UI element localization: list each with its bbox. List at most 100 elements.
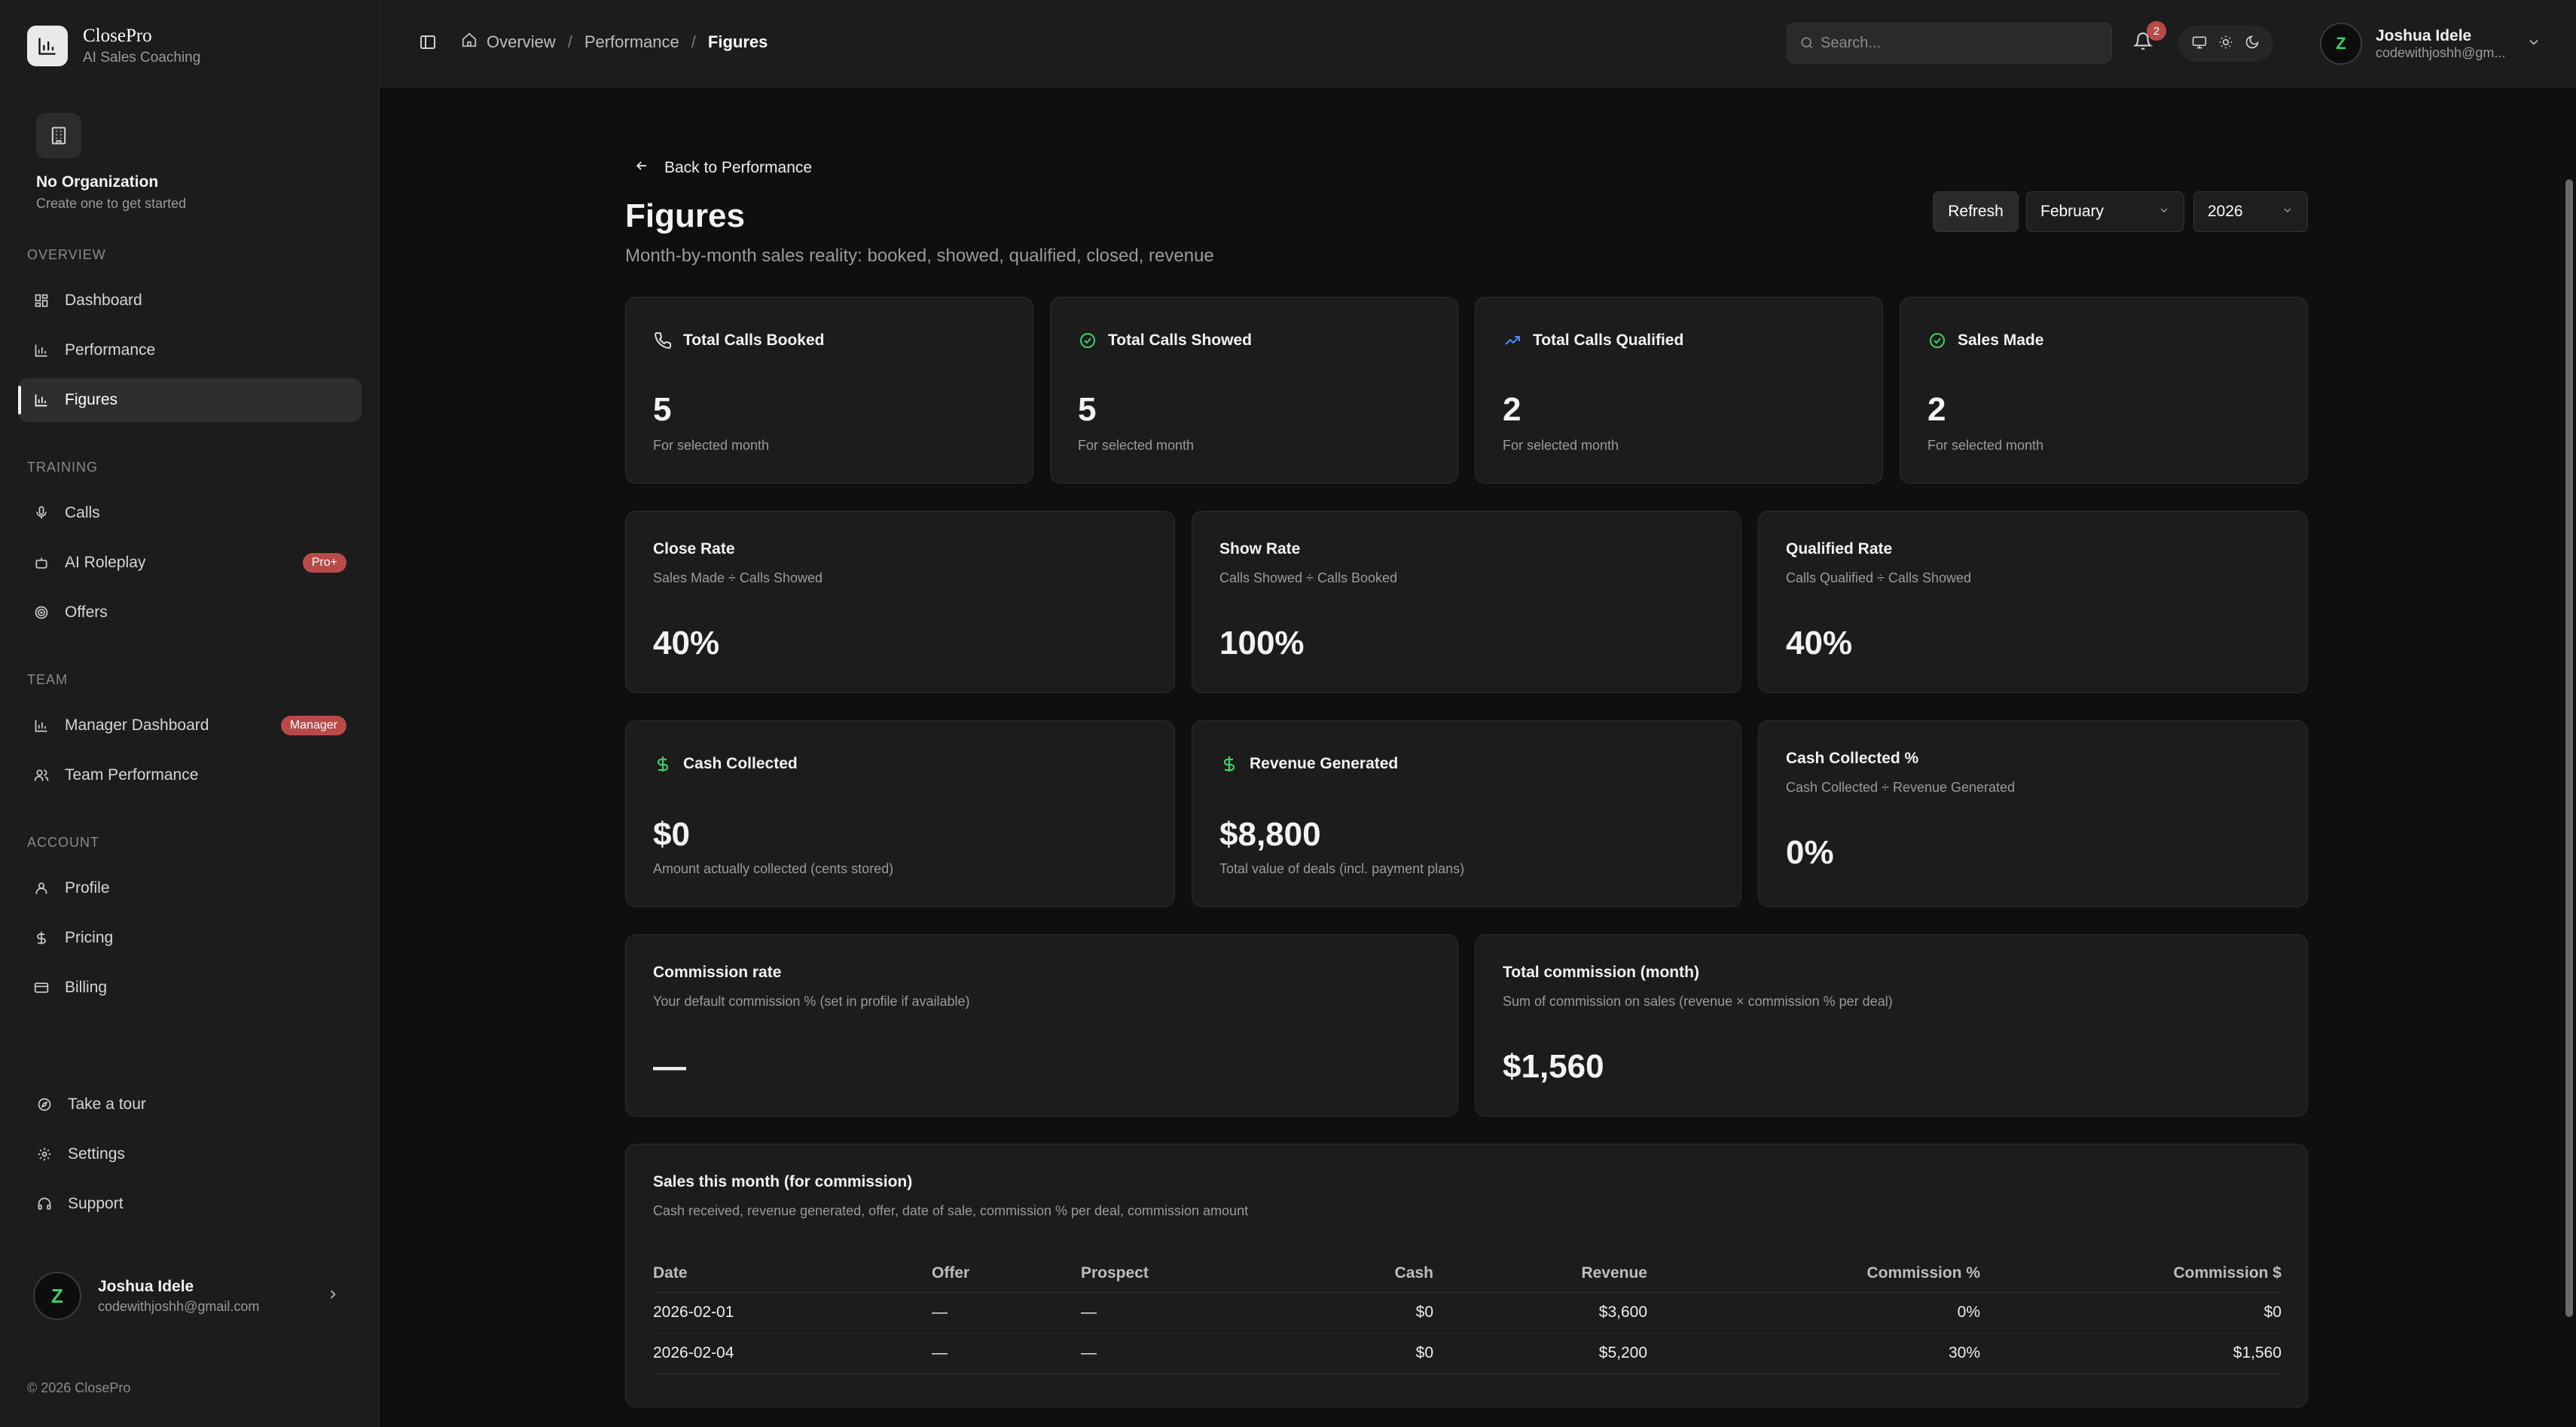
page-subtitle: Month-by-month sales reality: booked, sh… [625,246,1214,266]
year-select[interactable]: 2026 [2193,191,2308,232]
chevron-down-icon [2281,203,2294,221]
rate-card-show-rate: Show Rate Calls Showed ÷ Calls Booked 10… [1192,511,1741,693]
money-card-revenue-generated: Revenue Generated $8,800 Total value of … [1192,720,1741,907]
check-circle-icon [1927,331,1947,350]
money-value: $0 [653,816,690,853]
sidebar-item-label: Dashboard [65,292,142,309]
commission-value: — [653,1048,686,1085]
cell-date: 2026-02-04 [653,1333,932,1374]
sidebar-item-profile[interactable]: Profile [18,866,362,910]
column-header: Commission $ [1980,1254,2281,1293]
commission-rate-card: Commission rate Your default commission … [625,934,1458,1117]
organization-switcher[interactable]: No Organization Create one to get starte… [36,113,186,212]
money-value: $8,800 [1219,816,1321,853]
building-icon [36,113,81,158]
commission-desc: Your default commission % (set in profil… [653,994,970,1009]
refresh-button[interactable]: Refresh [1933,191,2019,232]
arrow-left-icon [634,158,649,178]
credit-card-icon [33,979,50,996]
organization-subtitle: Create one to get started [36,196,187,211]
cell-prospect: — [1081,1333,1277,1374]
monitor-icon[interactable] [2192,35,2207,53]
settings-label: Settings [68,1145,125,1163]
stat-value: 2 [1503,391,1521,428]
settings-link[interactable]: Settings [36,1138,125,1171]
avatar: Z [2320,23,2362,65]
month-select[interactable]: February [2026,191,2184,232]
breadcrumb-overview[interactable]: Overview [487,32,556,51]
take-a-tour-link[interactable]: Take a tour [36,1088,146,1121]
cell-commission-percent: 30% [1647,1333,1980,1374]
search-input[interactable]: Search... [1787,23,2112,63]
column-header: Cash [1277,1254,1433,1293]
money-card-cash-collected: Cash Collected $0 Amount actually collec… [625,720,1175,907]
sidebar-item-billing[interactable]: Billing [18,966,362,1010]
support-link[interactable]: Support [36,1187,124,1221]
stat-card-calls-qualified: Total Calls Qualified 2 For selected mon… [1475,297,1883,484]
sidebar-item-offers[interactable]: Offers [18,591,362,634]
cell-offer: — [932,1292,1081,1334]
commission-label: Total commission (month) [1503,964,1699,981]
sidebar-item-performance[interactable]: Performance [18,328,362,372]
breadcrumb-figures: Figures [707,32,768,51]
rate-desc: Calls Showed ÷ Calls Booked [1219,570,1397,585]
gear-icon [36,1146,53,1163]
dollar-icon [33,930,50,946]
section-account: ACCOUNT [27,835,99,850]
user-menu[interactable]: Z Joshua Idele codewithjoshh@gm... [2320,23,2541,65]
sun-icon[interactable] [2218,35,2233,53]
user-name: Joshua Idele [98,1277,194,1295]
sidebar-user-card[interactable]: Z Joshua Idele codewithjoshh@gmail.com [18,1266,362,1326]
chevron-down-icon [2158,203,2170,221]
sales-table: Date Offer Prospect Cash Revenue Commiss… [653,1254,2281,1374]
rate-value: 40% [1786,625,1853,662]
section-team: TEAM [27,672,69,687]
breadcrumb-performance[interactable]: Performance [584,32,679,51]
user-email: codewithjoshh@gmail.com [98,1298,260,1314]
trending-up-icon [1503,331,1522,350]
rate-label: Close Rate [653,540,735,558]
organization-name: No Organization [36,173,159,191]
bar-chart-logo-icon [27,26,68,66]
chevron-down-icon [2526,35,2541,53]
sidebar-item-calls[interactable]: Calls [18,491,362,535]
sidebar-item-label: AI Roleplay [65,554,146,571]
bell-icon[interactable] [2132,32,2154,53]
stat-value: 5 [1078,391,1097,428]
sidebar-item-figures[interactable]: Figures [18,378,362,422]
check-circle-icon [1078,331,1097,350]
cell-commission-amount: $0 [1980,1292,2281,1334]
brand[interactable]: ClosePro AI Sales Coaching [27,26,200,66]
stat-note: For selected month [1927,438,2044,453]
back-to-performance-link[interactable]: Back to Performance [634,158,812,178]
moon-icon[interactable] [2245,35,2260,53]
rate-label: Show Rate [1219,540,1301,558]
stat-card-calls-showed: Total Calls Showed 5 For selected month [1050,297,1458,484]
manager-badge: Manager [280,716,346,735]
brand-name: ClosePro [83,26,152,46]
page-title: Figures [625,197,745,234]
sidebar-item-team-performance[interactable]: Team Performance [18,753,362,797]
sidebar-item-manager-dashboard[interactable]: Manager Dashboard Manager [18,704,362,747]
home-icon[interactable] [461,32,478,53]
column-header: Commission % [1647,1254,1980,1293]
money-note: Amount actually collected (cents stored) [653,861,894,876]
headphones-icon [36,1196,53,1212]
search-placeholder: Search... [1821,34,1882,51]
table-row: 2026-02-04 — — $0 $5,200 30% $1,560 [653,1333,2281,1374]
notification-count-badge: 2 [2147,21,2166,41]
sidebar-item-pricing[interactable]: Pricing [18,916,362,960]
column-header: Offer [932,1254,1081,1293]
scrollbar[interactable] [2565,179,2573,1317]
sidebar-item-ai-roleplay[interactable]: AI Roleplay Pro+ [18,541,362,585]
sidebar-item-dashboard[interactable]: Dashboard [18,279,362,322]
dollar-icon [1219,754,1239,774]
cell-commission-percent: 0% [1647,1292,1980,1334]
money-label: Revenue Generated [1250,755,1399,772]
top-user-name: Joshua Idele [2376,26,2472,44]
rate-desc: Sales Made ÷ Calls Showed [653,570,823,585]
cell-revenue: $5,200 [1433,1333,1647,1374]
sidebar-toggle-icon[interactable] [419,33,437,51]
commission-label: Commission rate [653,964,782,981]
rate-label: Qualified Rate [1786,540,1893,558]
